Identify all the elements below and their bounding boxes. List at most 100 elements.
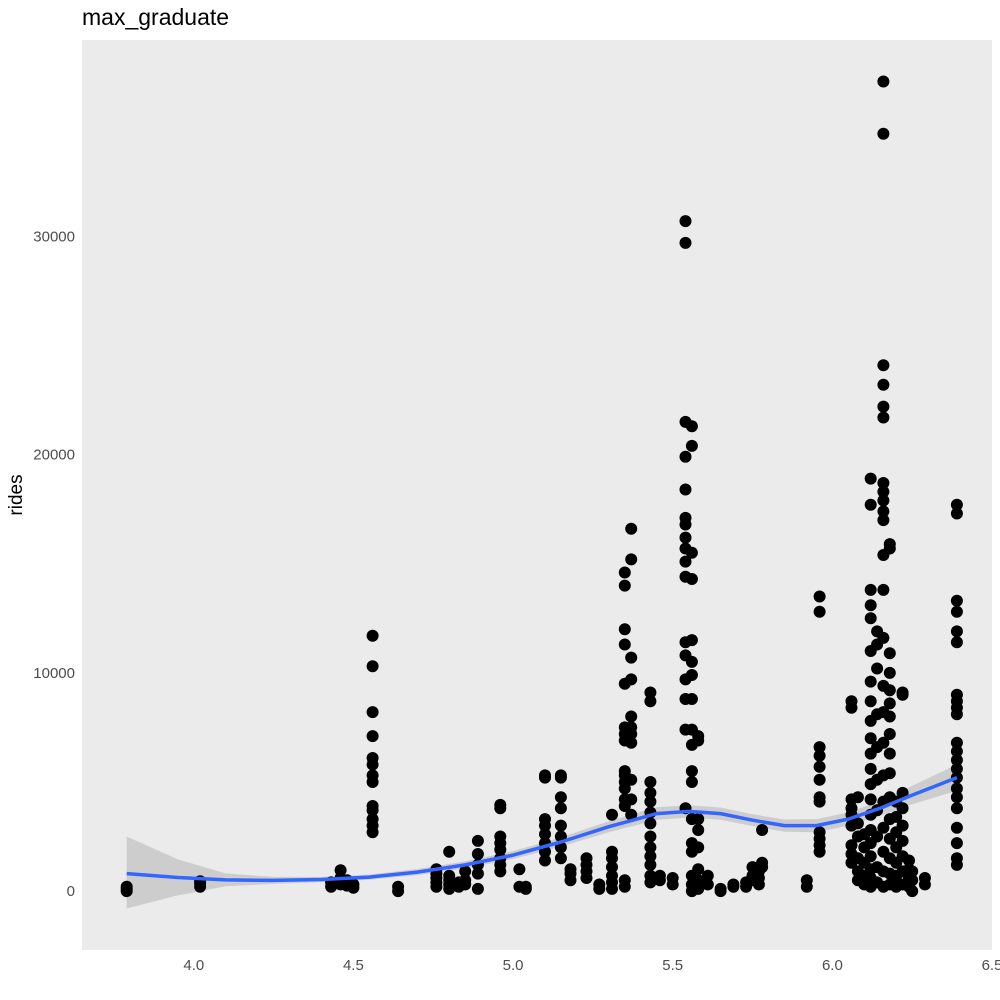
data-point (918, 872, 931, 884)
data-point (756, 824, 769, 836)
data-point (366, 800, 379, 812)
data-point (950, 821, 963, 834)
data-point (564, 863, 577, 876)
data-point (679, 531, 692, 544)
data-point (334, 864, 347, 877)
data-point (366, 769, 379, 782)
data-point (851, 817, 864, 830)
data-point (644, 830, 657, 843)
data-point (366, 629, 379, 642)
data-point (554, 769, 567, 782)
data-point (800, 874, 813, 887)
data-point (950, 782, 963, 795)
data-point (950, 852, 963, 865)
x-axis: 4.0 4.5 5.0 5.5 6.0 6.5 (183, 957, 1000, 974)
chart-title: max_graduate (82, 4, 230, 30)
data-point (580, 852, 593, 865)
data-point (877, 494, 890, 507)
data-point (950, 754, 963, 767)
data-point (877, 514, 890, 527)
data-point (618, 623, 631, 636)
data-point (692, 813, 705, 826)
data-point (459, 874, 472, 887)
data-point (644, 695, 657, 708)
y-tick-label: 30000 (33, 228, 75, 245)
data-point (714, 882, 727, 895)
data-point (120, 880, 133, 893)
data-point (877, 127, 890, 140)
data-point (692, 730, 705, 743)
data-point (625, 522, 638, 535)
data-point (539, 828, 551, 841)
data-point (625, 651, 638, 664)
data-point (679, 483, 692, 496)
data-point (950, 736, 963, 749)
data-point (644, 686, 657, 699)
data-point (851, 791, 864, 804)
data-point (685, 669, 698, 681)
data-point (871, 830, 884, 843)
data-point (679, 215, 692, 228)
data-point (813, 605, 826, 618)
plot-panel (82, 40, 992, 950)
data-point (877, 821, 890, 834)
data-point (883, 684, 896, 697)
data-point (701, 878, 714, 891)
data-point (883, 747, 896, 760)
data-point (366, 660, 379, 673)
data-point (864, 695, 877, 708)
data-point (950, 625, 963, 638)
data-point (864, 599, 877, 612)
data-point (692, 863, 705, 876)
data-point (685, 655, 698, 668)
data-point (877, 583, 890, 596)
x-tick-label: 6.0 (822, 957, 843, 974)
data-point (679, 511, 692, 524)
data-point (539, 769, 551, 782)
data-point (644, 869, 657, 882)
data-point (864, 612, 877, 625)
data-point (877, 75, 890, 88)
data-point (903, 854, 915, 867)
data-point (813, 826, 826, 839)
data-point (950, 791, 963, 804)
data-point (679, 236, 692, 249)
data-point (883, 666, 896, 679)
data-point (906, 874, 919, 887)
data-point (906, 885, 919, 898)
data-point (864, 498, 877, 511)
data-point (896, 802, 909, 815)
data-point (685, 776, 698, 788)
data-point (494, 830, 507, 843)
data-point (606, 808, 618, 821)
data-point (471, 867, 484, 880)
data-point (392, 880, 405, 893)
data-point (653, 869, 666, 882)
data-point (519, 880, 532, 893)
data-point (685, 420, 698, 433)
data-point (864, 675, 877, 688)
data-point (950, 837, 963, 850)
data-point (864, 583, 877, 596)
data-point (618, 638, 631, 651)
smooth-line (126, 775, 958, 883)
data-point (666, 872, 679, 884)
data-point (644, 858, 657, 871)
data-point (950, 688, 963, 701)
data-point (813, 773, 826, 786)
y-axis-title: rides (6, 474, 27, 515)
data-point (950, 762, 963, 775)
data-point (625, 673, 638, 686)
data-point (727, 878, 740, 891)
data-point (692, 841, 705, 854)
x-tick-label: 4.5 (343, 957, 364, 974)
data-point (685, 546, 698, 559)
data-point (625, 721, 638, 734)
data-point (877, 378, 890, 391)
data-point (896, 834, 909, 847)
data-point (883, 728, 896, 740)
data-point (554, 819, 567, 832)
data-point (864, 850, 877, 863)
data-point (845, 695, 858, 708)
data-point (618, 874, 631, 887)
